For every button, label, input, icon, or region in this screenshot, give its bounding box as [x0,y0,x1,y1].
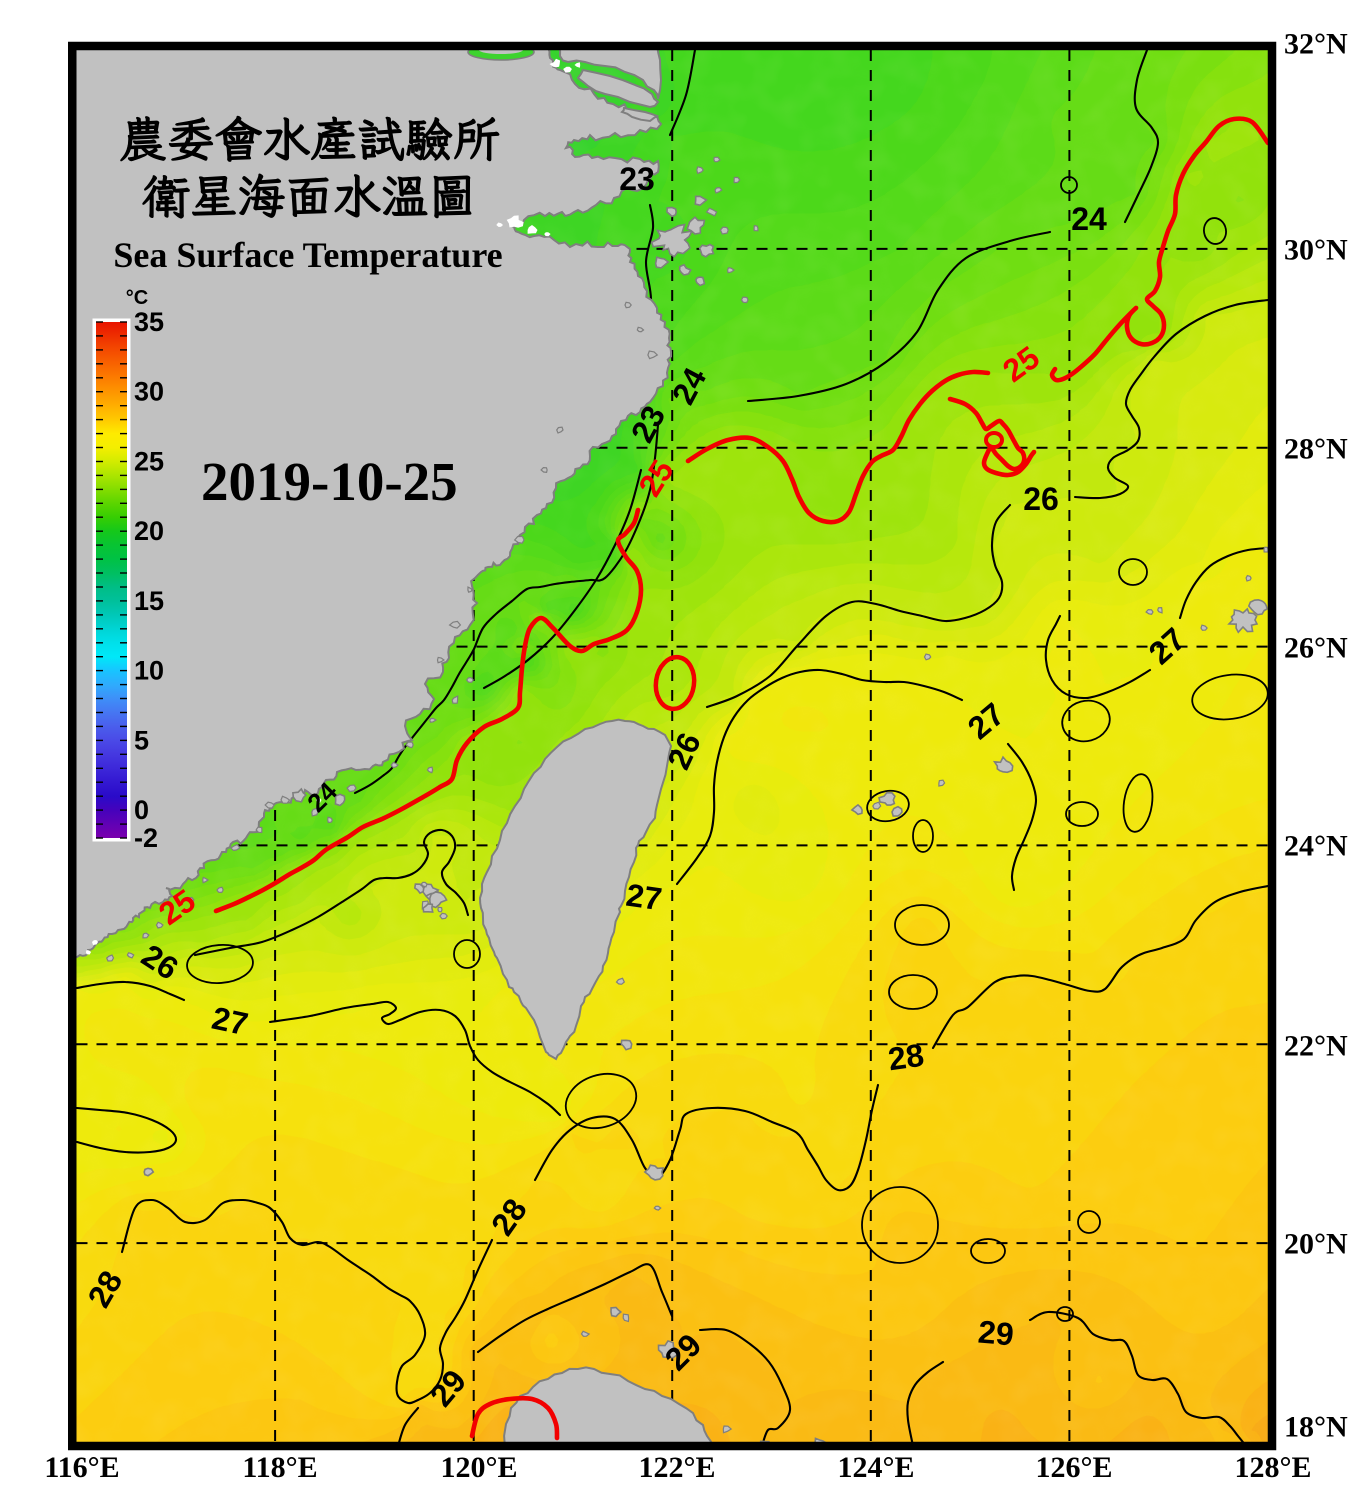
svg-text:26°N: 26°N [1284,632,1348,665]
svg-text:27: 27 [209,1000,251,1043]
svg-text:24: 24 [1071,201,1107,237]
svg-text:120°E: 120°E [440,1451,517,1484]
svg-text:25: 25 [134,447,164,477]
svg-text:5: 5 [134,725,149,755]
svg-text:0: 0 [134,795,149,825]
svg-text:27: 27 [624,877,664,918]
svg-text:28°N: 28°N [1284,433,1348,466]
svg-text:29: 29 [977,1314,1016,1353]
svg-text:30°N: 30°N [1284,234,1348,267]
svg-text:18°N: 18°N [1284,1411,1348,1444]
svg-text:26: 26 [1023,481,1059,517]
svg-text:2019-10-25: 2019-10-25 [201,451,458,512]
svg-text:126°E: 126°E [1035,1451,1112,1484]
svg-text:30: 30 [134,377,164,407]
svg-text:22°N: 22°N [1284,1030,1348,1063]
svg-text:°C: °C [126,287,148,309]
svg-text:20°N: 20°N [1284,1228,1348,1261]
svg-text:24°N: 24°N [1284,830,1348,863]
svg-text:Sea Surface Temperature: Sea Surface Temperature [113,235,502,275]
svg-text:10: 10 [134,656,164,686]
svg-text:-2: -2 [134,823,158,853]
svg-text:128°E: 128°E [1234,1451,1311,1484]
svg-text:32°N: 32°N [1284,28,1348,61]
svg-text:122°E: 122°E [638,1451,715,1484]
svg-text:15: 15 [134,586,164,616]
svg-text:20: 20 [134,516,164,546]
svg-text:116°E: 116°E [44,1451,119,1484]
svg-text:28: 28 [886,1037,926,1078]
svg-text:35: 35 [134,307,164,337]
svg-text:118°E: 118°E [242,1451,317,1484]
svg-text:124°E: 124°E [837,1451,914,1484]
svg-text:23: 23 [619,161,655,197]
